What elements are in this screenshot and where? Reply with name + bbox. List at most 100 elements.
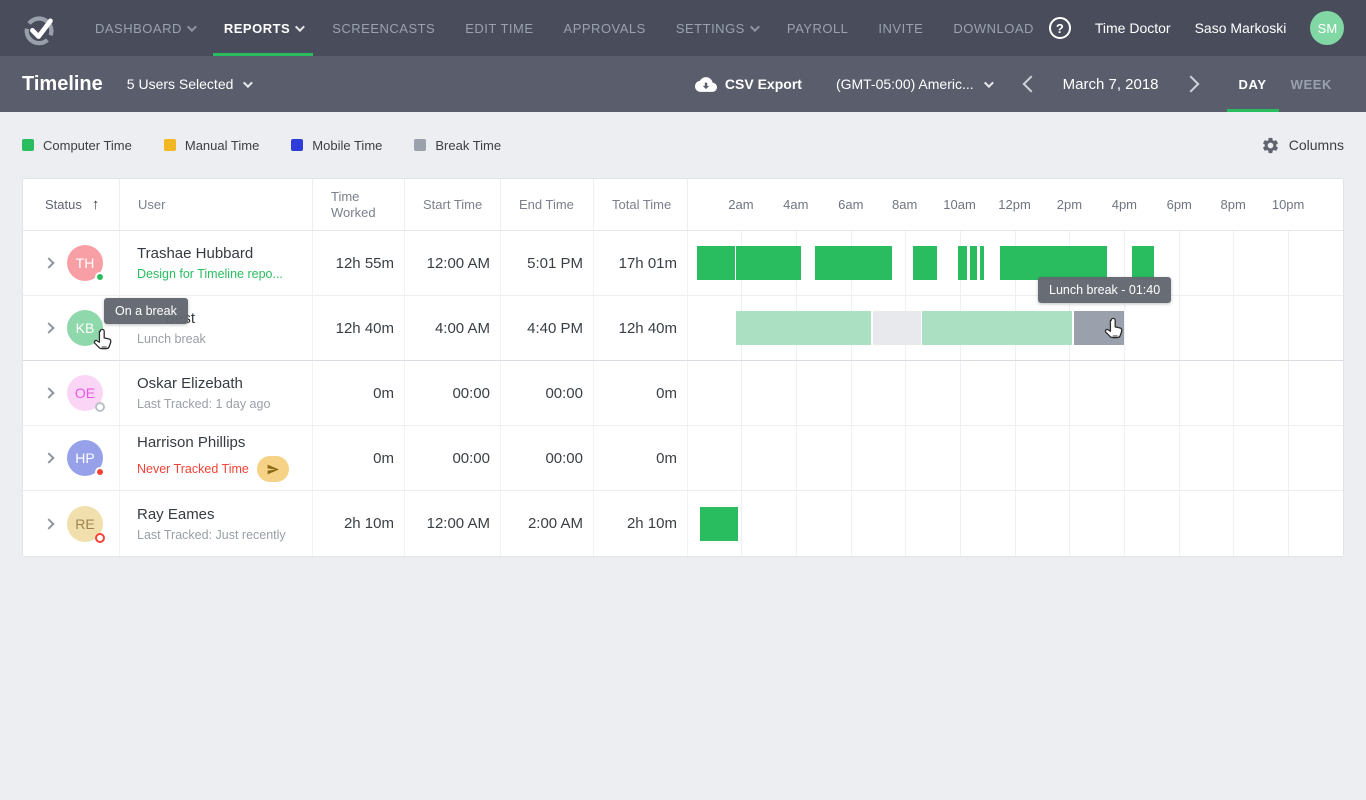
nav-item-settings[interactable]: SETTINGS [661, 0, 772, 56]
column-header-end-time[interactable]: End Time [501, 179, 594, 230]
columns-button[interactable]: Columns [1261, 136, 1344, 155]
status-cell: OE [23, 361, 120, 425]
nav-item-invite[interactable]: INVITE [863, 0, 938, 56]
users-selected-dropdown[interactable]: 5 Users Selected [127, 76, 254, 92]
sort-ascending-icon: ↑ [91, 195, 100, 213]
chevron-down-icon [186, 21, 197, 32]
page-title: Timeline [22, 72, 103, 95]
avatar[interactable]: TH [67, 245, 105, 282]
timeline-bar-green_light[interactable] [921, 311, 1073, 345]
hour-label: 8pm [1220, 196, 1246, 212]
hour-gridline [904, 361, 906, 425]
nav-item-label: INVITE [878, 20, 924, 36]
timeline-bar-green[interactable] [912, 246, 937, 280]
timeline-bar-green[interactable] [699, 506, 738, 541]
user-name[interactable]: Harrison Phillips [137, 434, 246, 451]
hour-gridline [1124, 296, 1126, 360]
time-worked-cell: 0m [313, 361, 405, 425]
csv-export-button[interactable]: CSV Export [694, 76, 802, 93]
timeline-bar-green[interactable] [696, 246, 735, 280]
active-tab-underline [1226, 109, 1279, 112]
timeline-bar-green[interactable] [736, 246, 802, 280]
table-row[interactable]: HP Harrison Phillips Never Tracked Time 0m 0… [23, 426, 1343, 491]
status-cell: TH [23, 231, 120, 295]
next-day-button[interactable] [1182, 75, 1200, 93]
legend-item-break-time: Break Time [414, 138, 501, 153]
legend-item-computer-time: Computer Time [22, 138, 132, 153]
expand-row-icon[interactable] [43, 322, 55, 334]
legend-label: Mobile Time [312, 137, 383, 153]
expand-row-icon[interactable] [43, 452, 55, 464]
user-subtitle: Last Tracked: Just recently [137, 528, 286, 542]
total-time-cell: 12h 40m [594, 296, 688, 360]
status-cell: RE [23, 491, 120, 556]
nav-item-payroll[interactable]: PAYROLL [772, 0, 864, 56]
nav-item-download[interactable]: DOWNLOAD [938, 0, 1049, 56]
table-row[interactable]: OE Oskar Elizebath Last Tracked: 1 day ago… [23, 361, 1343, 426]
timeline-bar-green[interactable] [969, 246, 977, 280]
column-header-user[interactable]: User [120, 179, 313, 230]
nav-item-reports[interactable]: REPORTS [209, 0, 317, 56]
hour-gridline [1288, 426, 1290, 490]
timeline-bar-green[interactable] [814, 246, 892, 280]
timeline-table: Status ↑ User Time Worked Start Time End… [22, 178, 1344, 557]
expand-row-icon[interactable] [43, 257, 55, 269]
hour-gridline [1014, 491, 1016, 556]
column-header-status[interactable]: Status ↑ [23, 179, 120, 230]
legend-item-manual-time: Manual Time [163, 138, 259, 153]
avatar[interactable]: RE [67, 505, 105, 543]
expand-row-icon[interactable] [43, 517, 55, 530]
status-dot [95, 532, 105, 543]
avatar[interactable]: HP [67, 440, 105, 477]
timeline-bar-green[interactable] [979, 246, 984, 280]
hour-gridline [1233, 296, 1235, 360]
column-header-total-time[interactable]: Total Time [594, 179, 688, 230]
total-time-cell: 17h 01m [594, 231, 688, 295]
column-header-start-time[interactable]: Start Time [405, 179, 501, 230]
hour-label: 6am [838, 196, 864, 212]
avatar[interactable]: OE [67, 375, 105, 412]
user-name[interactable]: Ray Eames [137, 505, 215, 523]
current-date[interactable]: March 7, 2018 [1062, 75, 1159, 93]
nav-right: ? Time Doctor Saso Markoski SM [1048, 11, 1345, 45]
cloud-download-icon [694, 76, 717, 92]
previous-day-button[interactable] [1022, 75, 1040, 93]
column-header-time-worked[interactable]: Time Worked [313, 179, 405, 230]
hour-gridline [1014, 361, 1016, 425]
hour-label: 12pm [998, 196, 1031, 212]
user-name[interactable]: Trashae Hubbard [137, 245, 254, 262]
tooltip-on-a-break: On a break [104, 298, 188, 324]
current-user-name[interactable]: Saso Markoski [1194, 20, 1287, 36]
tab-week[interactable]: WEEK [1279, 56, 1344, 112]
hour-gridline [959, 491, 961, 556]
timeline-bar-green_light[interactable] [735, 311, 871, 345]
table-row[interactable]: RE Ray Eames Last Tracked: Just recently 2h… [23, 491, 1343, 556]
user-avatar[interactable]: SM [1310, 11, 1345, 45]
hour-label: 6pm [1166, 196, 1192, 212]
time-doctor-logo-icon[interactable] [22, 8, 58, 48]
help-icon[interactable]: ? [1048, 17, 1071, 39]
timeline-bar-green[interactable] [1132, 246, 1155, 280]
top-navigation: DASHBOARD REPORTS SCREENCASTS EDIT TIME APPR… [0, 0, 1366, 56]
user-name[interactable]: Oskar Elizebath [137, 375, 243, 392]
timeline-bar-green[interactable] [999, 246, 1108, 280]
timeline-bar-gray_light[interactable] [872, 311, 921, 345]
nav-item-label: PAYROLL [786, 20, 849, 36]
avatar[interactable]: KB [67, 310, 103, 346]
timeline-bar-green[interactable] [957, 246, 967, 280]
user-subtitle-label: Last Tracked: 1 day ago [137, 397, 271, 411]
hour-gridline [959, 426, 961, 490]
nav-item-dashboard[interactable]: DASHBOARD [80, 0, 209, 56]
nav-item-edit-time[interactable]: EDIT TIME [450, 0, 548, 56]
hour-gridline [1233, 231, 1235, 295]
hour-gridline [740, 491, 742, 556]
timezone-dropdown[interactable]: (GMT-05:00) Americ... [836, 76, 994, 92]
tab-day[interactable]: DAY [1226, 56, 1279, 112]
expand-row-icon[interactable] [43, 387, 55, 399]
time-worked-cell: 12h 40m [313, 296, 405, 360]
send-reminder-button[interactable] [256, 456, 289, 482]
nav-item-screencasts[interactable]: SCREENCASTS [317, 0, 450, 56]
nav-item-approvals[interactable]: APPROVALS [549, 0, 661, 56]
